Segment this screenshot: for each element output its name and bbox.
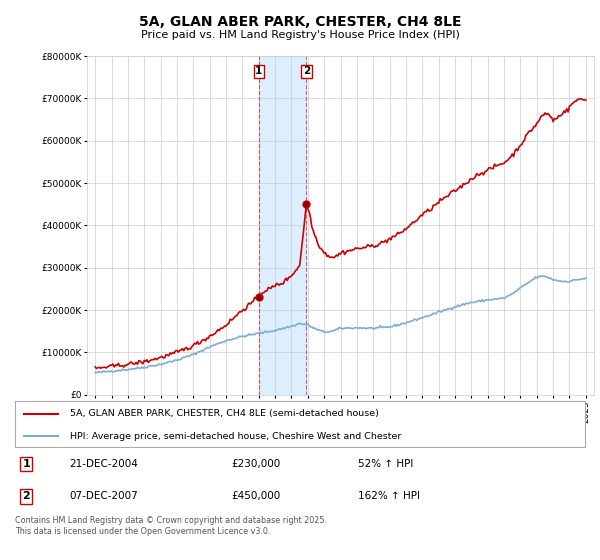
Text: £450,000: £450,000 (231, 491, 280, 501)
Text: 52% ↑ HPI: 52% ↑ HPI (358, 459, 413, 469)
Text: 1: 1 (255, 66, 262, 76)
Text: 2: 2 (23, 491, 30, 501)
Text: 162% ↑ HPI: 162% ↑ HPI (358, 491, 419, 501)
Text: 21-DEC-2004: 21-DEC-2004 (70, 459, 139, 469)
Text: 1: 1 (23, 459, 30, 469)
Text: Price paid vs. HM Land Registry's House Price Index (HPI): Price paid vs. HM Land Registry's House … (140, 30, 460, 40)
FancyBboxPatch shape (15, 402, 585, 447)
Text: 5A, GLAN ABER PARK, CHESTER, CH4 8LE: 5A, GLAN ABER PARK, CHESTER, CH4 8LE (139, 15, 461, 29)
Text: Contains HM Land Registry data © Crown copyright and database right 2025.
This d: Contains HM Land Registry data © Crown c… (15, 516, 327, 536)
Text: HPI: Average price, semi-detached house, Cheshire West and Chester: HPI: Average price, semi-detached house,… (70, 432, 401, 441)
Text: £230,000: £230,000 (231, 459, 280, 469)
Text: 2: 2 (303, 66, 310, 76)
Text: 07-DEC-2007: 07-DEC-2007 (70, 491, 139, 501)
Bar (259, 56, 307, 395)
Text: 5A, GLAN ABER PARK, CHESTER, CH4 8LE (semi-detached house): 5A, GLAN ABER PARK, CHESTER, CH4 8LE (se… (70, 409, 379, 418)
